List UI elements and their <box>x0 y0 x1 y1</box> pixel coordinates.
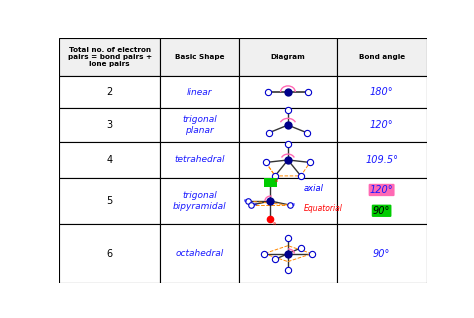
Text: e: e <box>244 198 247 203</box>
Text: 6: 6 <box>107 249 113 259</box>
Bar <box>337 178 427 224</box>
Text: trigonal
planar: trigonal planar <box>182 115 217 135</box>
Text: 4: 4 <box>107 155 113 165</box>
Text: 180°: 180° <box>370 87 393 97</box>
Bar <box>160 108 239 142</box>
Bar <box>337 224 427 283</box>
Bar <box>160 142 239 178</box>
Text: a: a <box>273 221 276 225</box>
Text: Total no. of electron
pairs = bond pairs +
lone pairs: Total no. of electron pairs = bond pairs… <box>68 47 152 67</box>
Text: 120°: 120° <box>370 120 393 130</box>
Bar <box>239 76 337 108</box>
Bar <box>337 76 427 108</box>
Text: Basic Shape: Basic Shape <box>175 54 225 60</box>
Bar <box>59 224 160 283</box>
Text: 120°: 120° <box>370 185 393 195</box>
Text: 90°: 90° <box>373 206 390 216</box>
Bar <box>160 224 239 283</box>
Bar <box>337 108 427 142</box>
Text: octahedral: octahedral <box>176 249 224 258</box>
Bar <box>337 142 427 178</box>
Text: Diagram: Diagram <box>271 54 305 60</box>
Text: 3: 3 <box>107 120 113 130</box>
Text: e: e <box>254 202 257 207</box>
Bar <box>239 142 337 178</box>
Text: Equatorial: Equatorial <box>303 204 342 213</box>
Bar <box>239 38 337 76</box>
Bar <box>59 38 160 76</box>
Text: trigonal
bipyramidal: trigonal bipyramidal <box>173 191 227 211</box>
Bar <box>59 178 160 224</box>
Text: a: a <box>275 178 278 183</box>
Text: 109.5°: 109.5° <box>365 155 398 165</box>
Text: linear: linear <box>187 87 212 97</box>
Bar <box>239 224 337 283</box>
Bar <box>239 178 337 224</box>
Text: e: e <box>292 202 295 207</box>
Bar <box>59 76 160 108</box>
Text: 5: 5 <box>107 196 113 206</box>
Bar <box>59 108 160 142</box>
Text: Bond angle: Bond angle <box>358 54 405 60</box>
Bar <box>160 38 239 76</box>
Bar <box>239 108 337 142</box>
Bar <box>160 178 239 224</box>
Bar <box>264 178 277 187</box>
Bar <box>337 38 427 76</box>
Text: tetrahedral: tetrahedral <box>174 156 225 164</box>
Bar <box>59 142 160 178</box>
Text: axial: axial <box>303 184 324 193</box>
Text: 2: 2 <box>107 87 113 97</box>
Bar <box>160 76 239 108</box>
Text: 90°: 90° <box>373 249 390 259</box>
